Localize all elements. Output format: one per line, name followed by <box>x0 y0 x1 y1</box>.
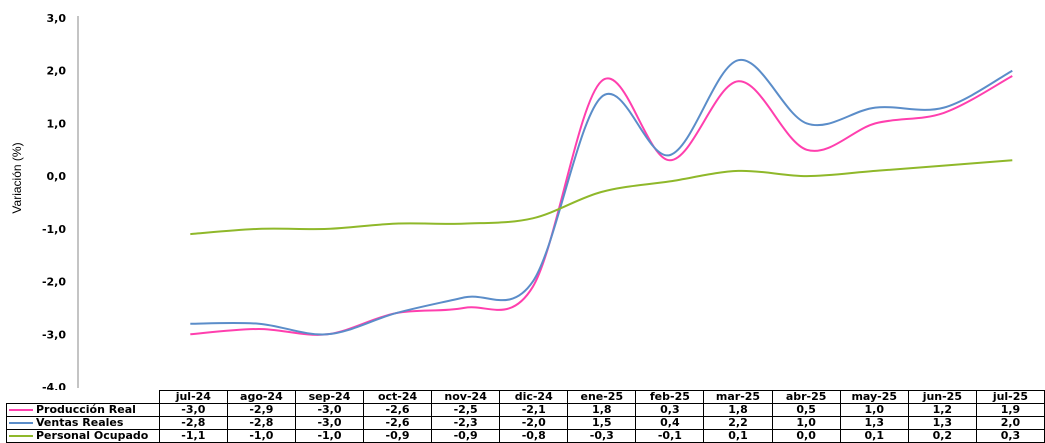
y-axis-ticks: 3,0 2,0 1,0 0,0 -1,0 -2,0 -3,0 -4,0 <box>42 12 66 390</box>
table-cell: -2,6 <box>363 403 433 417</box>
legend-swatch <box>9 422 33 424</box>
table-corner <box>7 391 160 404</box>
y-tick-label: 2,0 <box>47 65 67 78</box>
table-cell: -2,9 <box>226 403 296 417</box>
table-column-header: ago-24 <box>226 390 296 404</box>
table-cell: -0,9 <box>431 429 501 443</box>
table-cell: -2,3 <box>431 416 501 430</box>
table-cell: 1,8 <box>567 403 637 417</box>
table-cell: -1,0 <box>294 429 365 443</box>
legend-swatch <box>9 409 33 411</box>
table-cell: 0,3 <box>975 429 1045 443</box>
series-lines <box>190 59 1013 336</box>
table-row: Ventas Reales -2,8 -2,8 -3,0 -2,6 -2,3 -2,0 1,5… <box>6 416 1045 430</box>
table-column-header: jul-25 <box>975 390 1045 404</box>
table-cell: 1,0 <box>839 403 909 417</box>
table-cell: -3,0 <box>158 403 228 417</box>
table-cell: -2,8 <box>226 416 296 430</box>
series-line-2 <box>190 59 1013 336</box>
table-column-header: nov-24 <box>431 390 501 404</box>
table-cell: 1,3 <box>907 416 977 430</box>
table-cell: -0,9 <box>363 429 433 443</box>
table-cell: -3,0 <box>294 403 365 417</box>
y-tick-label: 0,0 <box>47 170 67 183</box>
table-cell: -2,5 <box>431 403 501 417</box>
table-cell: -0,8 <box>499 429 569 443</box>
table-cell: 1,3 <box>839 416 909 430</box>
table-header-row: jul-24 ago-24 sep-24 oct-24 nov-24 dic-24 ene-… <box>7 390 1045 404</box>
table-column-header: abr-25 <box>771 390 841 404</box>
table-column-header: jun-25 <box>907 390 977 404</box>
y-axis-label: Variación (%) <box>10 142 24 213</box>
table-column-header: sep-24 <box>294 390 365 404</box>
series-line-1 <box>190 75 1013 336</box>
table-cell: 1,8 <box>703 403 773 417</box>
y-tick-label: -4,0 <box>42 381 66 390</box>
table-cell: 1,5 <box>567 416 637 430</box>
y-tick-label: 1,0 <box>47 117 67 130</box>
series-legend-cell: Producción Real <box>6 403 160 417</box>
table-cell: -2,0 <box>499 416 569 430</box>
table-column-header: jul-24 <box>158 390 228 404</box>
data-table: jul-24 ago-24 sep-24 oct-24 nov-24 dic-24 ene-… <box>6 390 1045 443</box>
series-name: Ventas Reales <box>36 416 124 429</box>
series-name: Personal Ocupado <box>36 429 149 442</box>
table-cell: -0,3 <box>567 429 637 443</box>
table-cell: 0,4 <box>635 416 705 430</box>
table-row: Producción Real -3,0 -2,9 -3,0 -2,6 -2,5 -2,1 1… <box>6 403 1045 417</box>
table-cell: -2,6 <box>363 416 433 430</box>
table-cell: -2,8 <box>158 416 228 430</box>
table-cell: 2,2 <box>703 416 773 430</box>
table-cell: -3,0 <box>294 416 365 430</box>
table-row: Personal Ocupado -1,1 -1,0 -1,0 -0,9 -0,9 -0,8… <box>6 429 1045 443</box>
table-cell: 1,2 <box>907 403 977 417</box>
table-cell: 1,9 <box>975 403 1045 417</box>
table-cell: 2,0 <box>975 416 1045 430</box>
table-column-header: mar-25 <box>703 390 773 404</box>
table-column-header: feb-25 <box>635 390 705 404</box>
table-cell: 0,1 <box>839 429 909 443</box>
table-cell: -1,1 <box>158 429 228 443</box>
table-cell: -0,1 <box>635 429 705 443</box>
table-cell: 0,3 <box>635 403 705 417</box>
table-column-header: ene-25 <box>567 390 637 404</box>
table-column-header: oct-24 <box>363 390 433 404</box>
table-column-header: dic-24 <box>499 390 569 404</box>
line-chart: 3,0 2,0 1,0 0,0 -1,0 -2,0 -3,0 -4,0 Variación (… <box>10 12 1013 390</box>
table-body: Producción Real -3,0 -2,9 -3,0 -2,6 -2,5 -2,1 1… <box>6 403 1045 443</box>
table-cell: -2,1 <box>499 403 569 417</box>
y-tick-label: -2,0 <box>42 276 66 289</box>
table-cell: 0,1 <box>703 429 773 443</box>
table-cell: 0,5 <box>771 403 841 417</box>
series-legend-cell: Ventas Reales <box>6 416 160 430</box>
series-legend-cell: Personal Ocupado <box>6 429 160 443</box>
series-line-3 <box>190 159 1013 236</box>
legend-swatch <box>9 435 33 437</box>
table-cell: 0,2 <box>907 429 977 443</box>
table-cell: -1,0 <box>226 429 296 443</box>
table-cell: 1,0 <box>771 416 841 430</box>
table-column-header: may-25 <box>839 390 909 404</box>
table-cell: 0,0 <box>771 429 841 443</box>
y-tick-label: 3,0 <box>47 12 67 25</box>
y-tick-label: -1,0 <box>42 223 66 236</box>
y-tick-label: -3,0 <box>42 328 66 341</box>
series-name: Producción Real <box>36 403 136 416</box>
